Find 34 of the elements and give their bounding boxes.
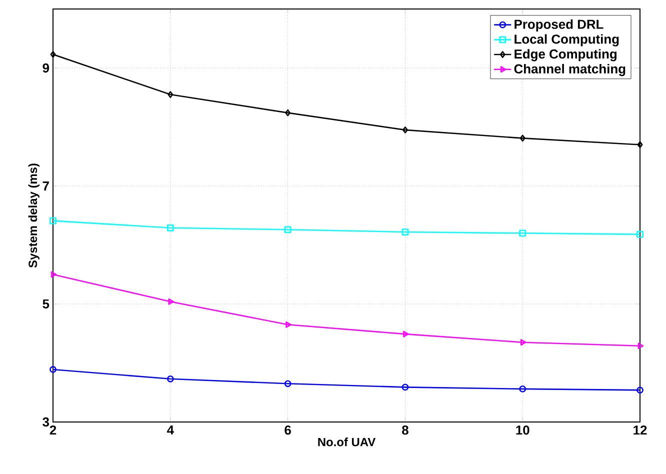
point [403,330,409,338]
point [166,224,174,232]
point [168,91,174,98]
point [284,380,292,388]
x-tick-label: 8 [402,426,408,435]
x-tick-label: 4 [167,426,174,434]
legend-label: Proposed DRL [514,19,604,32]
y-tick-label: 3 [42,417,50,427]
legend-label: Channel matching [514,64,626,76]
x-axis-title: No.of UAV [318,438,376,446]
point [286,321,292,328]
point [168,298,174,305]
point [520,134,526,142]
point [519,230,526,237]
point [50,217,56,224]
y-tick-label: 9 [42,63,50,73]
legend-label: Edge Computing [514,49,616,62]
point [285,109,291,116]
point [636,230,644,238]
point [166,375,174,382]
x-tick-label: 2 [50,426,56,435]
x-tick-label: 12 [634,426,647,435]
y-axis-title: System delay (ms) [28,164,40,268]
legend-label: Local Computing [514,34,619,46]
x-tick-label: 10 [516,426,530,435]
point [284,226,292,234]
y-tick-label: 7 [42,182,49,190]
point [402,228,409,236]
point [519,386,526,392]
point [402,126,408,134]
x-tick-label: 6 [284,426,291,435]
y-tick-label: 5 [42,299,50,308]
point [402,384,409,391]
point [520,339,526,346]
